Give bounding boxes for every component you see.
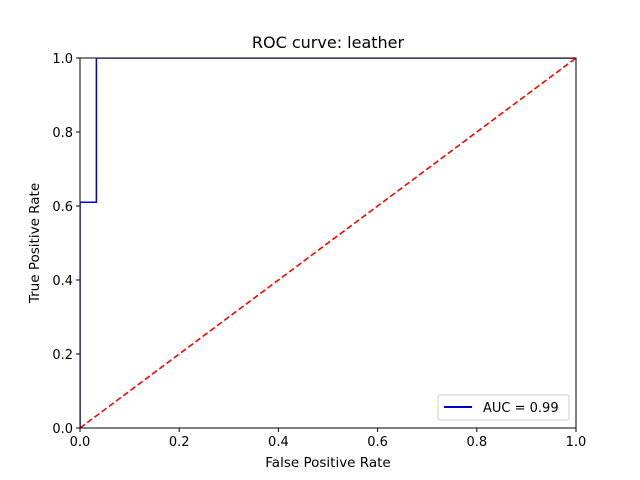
x-axis-label: False Positive Rate <box>265 455 390 471</box>
chance-diagonal-line <box>80 58 576 428</box>
roc-curve-line <box>80 58 576 428</box>
x-axis-ticks: 0.0 0.2 0.4 0.6 0.8 1.0 <box>70 428 587 450</box>
x-tick-label: 0.2 <box>169 435 190 450</box>
y-tick-label: 0.8 <box>52 126 73 141</box>
y-axis-label: True Positive Rate <box>27 183 43 304</box>
plot-area <box>79 57 577 429</box>
x-tick-label: 0.8 <box>466 435 487 450</box>
y-tick-label: 0.0 <box>52 422 73 437</box>
plot-frame <box>79 57 577 429</box>
legend-box <box>437 394 570 421</box>
x-tick-label: 0.4 <box>268 435 289 450</box>
y-tick-label: 0.4 <box>52 274 73 289</box>
y-axis-ticks: 0.0 0.2 0.4 0.6 0.8 1.0 <box>52 52 80 437</box>
y-tick-label: 0.6 <box>52 200 73 215</box>
x-tick-label: 0.6 <box>367 435 388 450</box>
x-tick-label: 0.0 <box>70 435 91 450</box>
series-layer <box>80 58 576 428</box>
y-tick-label: 0.2 <box>52 348 73 363</box>
legend: AUC = 0.99 <box>437 394 570 421</box>
y-tick-label: 1.0 <box>52 52 73 67</box>
chart-title: ROC curve: leather <box>252 33 405 52</box>
x-tick-label: 1.0 <box>566 435 587 450</box>
legend-label-auc: AUC = 0.99 <box>483 401 559 416</box>
